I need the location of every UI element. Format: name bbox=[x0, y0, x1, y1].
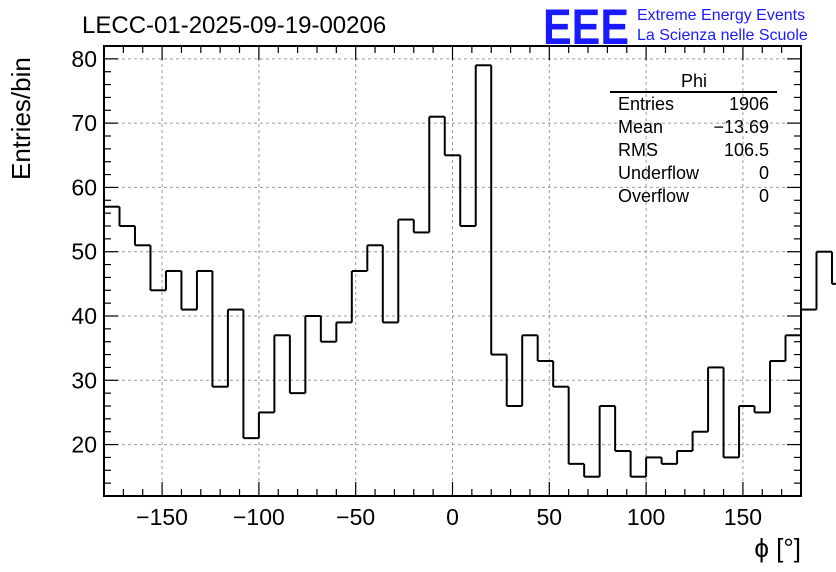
y-tick-label: 20 bbox=[71, 432, 97, 458]
y-axis-ticks bbox=[104, 45, 801, 484]
x-tick-label: −100 bbox=[233, 504, 285, 530]
stats-value: 106.5 bbox=[724, 140, 769, 160]
x-tick-label: −50 bbox=[336, 504, 375, 530]
stats-label: Overflow bbox=[618, 186, 690, 206]
logo-line-1: Extreme Energy Events bbox=[637, 7, 805, 24]
x-tick-label: −150 bbox=[136, 504, 188, 530]
y-axis-tick-labels: 20 30 40 50 60 70 80 bbox=[71, 46, 97, 458]
stats-value: 1906 bbox=[729, 94, 769, 114]
x-tick-label: 50 bbox=[537, 504, 563, 530]
x-axis-tick-labels: −150 −100 −50 0 50 100 150 bbox=[136, 504, 762, 530]
x-tick-label: 0 bbox=[446, 504, 459, 530]
x-tick-label: 100 bbox=[627, 504, 665, 530]
stats-label: RMS bbox=[618, 140, 658, 160]
stats-value: 0 bbox=[759, 163, 769, 183]
stats-value: −13.69 bbox=[713, 117, 769, 137]
x-axis-ticks bbox=[103, 46, 802, 496]
logo-line-2: La Scienza nelle Scuole bbox=[637, 27, 808, 44]
chart-title: LECC-01-2025-09-19-00206 bbox=[82, 12, 386, 39]
y-axis-title: Entries/bin bbox=[6, 57, 36, 180]
y-tick-label: 70 bbox=[71, 110, 97, 136]
grid-lines bbox=[104, 46, 801, 496]
x-tick-label: 150 bbox=[724, 504, 762, 530]
stats-value: 0 bbox=[759, 186, 769, 206]
y-tick-label: 60 bbox=[71, 174, 97, 200]
eee-logo: EEE Extreme Energy Events La Scienza nel… bbox=[543, 0, 808, 55]
y-tick-label: 40 bbox=[71, 303, 97, 329]
stats-label: Underflow bbox=[618, 163, 700, 183]
stats-box: Phi Entries 1906 Mean −13.69 RMS 106.5 Underfl… bbox=[610, 71, 777, 206]
y-tick-label: 50 bbox=[71, 239, 97, 265]
y-tick-label: 80 bbox=[71, 46, 97, 72]
stats-title: Phi bbox=[681, 71, 707, 91]
stats-label: Entries bbox=[618, 94, 674, 114]
y-tick-label: 30 bbox=[71, 367, 97, 393]
x-axis-title: ϕ [°] bbox=[754, 533, 801, 563]
histogram-bins bbox=[104, 64, 836, 478]
stats-label: Mean bbox=[618, 117, 663, 137]
